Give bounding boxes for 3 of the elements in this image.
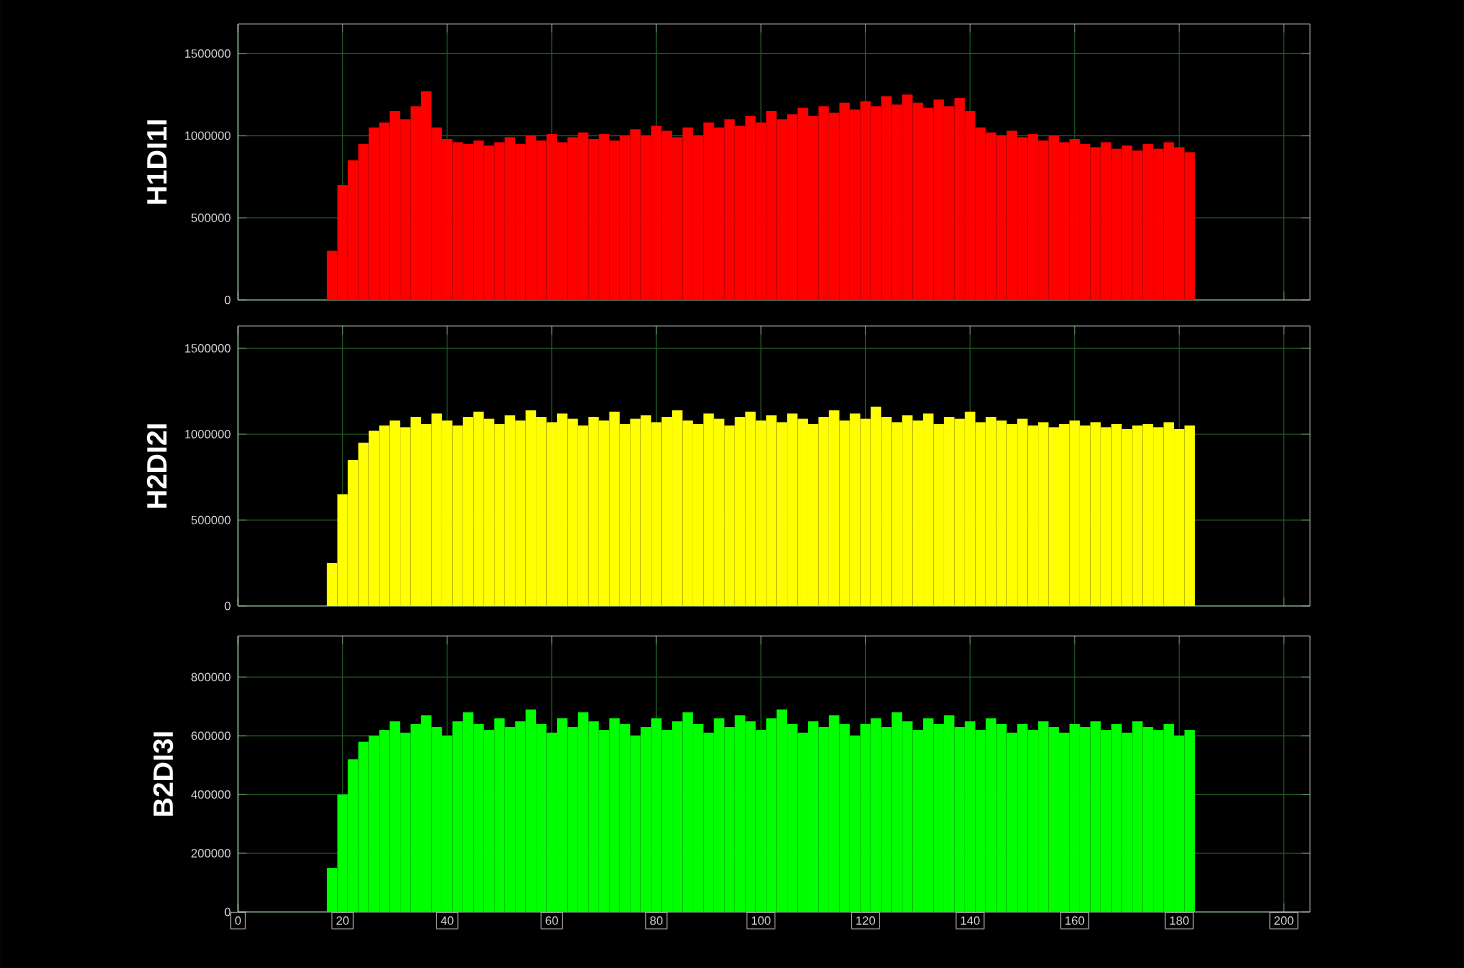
y-axis-title: H2DI2I [146,424,167,508]
y-axis-title: H1DI1I [147,120,167,204]
y-axis-title: B2DI3I [153,732,174,816]
